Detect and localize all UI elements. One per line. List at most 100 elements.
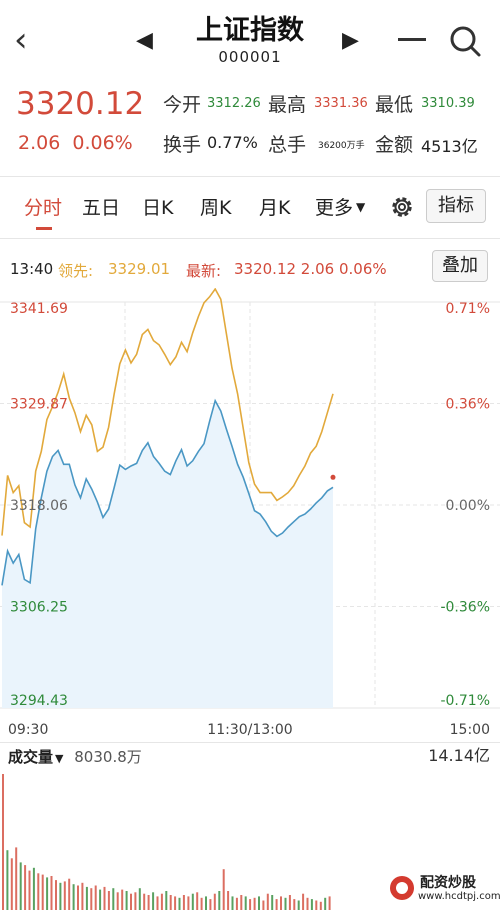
volume-bar (63, 881, 66, 910)
y-tick-label: 3318.06 (10, 498, 68, 514)
volume-bar (94, 885, 97, 910)
watermark-logo (390, 876, 414, 900)
volume-bar (218, 891, 221, 910)
y-tick-label: 3341.69 (10, 301, 68, 317)
volume-bar (249, 899, 252, 910)
active-tab-indicator (36, 227, 52, 230)
volume-bar (319, 901, 322, 910)
x-tick-label: 09:30 (8, 722, 48, 738)
gear-icon[interactable] (388, 193, 416, 221)
volume-bar (182, 895, 185, 910)
volume-bar (2, 774, 4, 910)
volume-bar (178, 897, 181, 910)
divider (0, 176, 500, 177)
volume-bar (275, 899, 278, 910)
price-line (1, 398, 334, 586)
volume-bar (103, 886, 106, 910)
volume-chart (2, 774, 331, 910)
pct-tick-label: -0.71% (440, 693, 490, 709)
chart-lines (1, 288, 336, 586)
y-tick-label: 3329.87 (10, 397, 68, 413)
volume-max: 14.14亿 (428, 746, 490, 765)
price-area (2, 400, 333, 708)
last-price: 3320.12 (16, 86, 145, 122)
turnover-value: 0.77% (207, 133, 258, 152)
volume-bar (297, 900, 300, 910)
open-label: 今开 (163, 94, 202, 116)
volume-bar (41, 874, 44, 910)
tab-more-label: 更多 (315, 197, 354, 219)
prev-stock-triangle-icon[interactable]: ◀ (136, 28, 153, 53)
volume-bar (284, 897, 287, 910)
pct-tick-label: 0.00% (446, 498, 490, 514)
high-value: 3331.36 (314, 96, 368, 111)
volume-bar (147, 895, 150, 910)
indicator-button[interactable]: 指标 (426, 189, 486, 223)
stock-code: 000001 (218, 48, 282, 66)
next-stock-triangle-icon[interactable]: ▶ (342, 28, 359, 53)
volume-title[interactable]: 成交量 ▼ 8030.8万 (8, 746, 142, 767)
volume-bar (156, 896, 159, 910)
header: ‹ ◀ 上证指数 000001 ▶ (0, 0, 500, 78)
intraday-chart[interactable]: 3341.69 3329.87 3318.06 3306.25 3294.43 0.71%… (0, 288, 500, 743)
caret-down-icon: ▼ (356, 200, 366, 214)
volume-value: 8030.8万 (74, 748, 142, 766)
stock-title: 上证指数 (196, 15, 304, 46)
volume-bar (315, 900, 318, 910)
volume-bar (121, 889, 124, 910)
volume-bar (258, 896, 260, 910)
tab-monthly-k[interactable]: 月K (259, 197, 291, 219)
latest-value: 3320.12 2.06 0.06% (234, 260, 387, 278)
volume-bar (130, 893, 132, 910)
y-tick-label: 3294.43 (10, 693, 68, 709)
volume-label: 成交量 (8, 748, 54, 766)
volume-bar (213, 893, 216, 910)
y-tick-label: 3306.25 (10, 600, 68, 616)
volume-bar (293, 899, 296, 910)
back-chevron-icon[interactable]: ‹ (14, 20, 28, 60)
volume-bar (288, 895, 291, 910)
volume-bar (222, 869, 225, 910)
volume-bar (253, 897, 256, 910)
pct-tick-label: 0.36% (446, 397, 490, 413)
volume-bar (169, 895, 172, 910)
low-label: 最低 (375, 94, 414, 116)
volume-bar (235, 897, 238, 910)
tab-more[interactable]: 更多 ▼ (315, 193, 365, 220)
open-value: 3312.26 (207, 96, 261, 111)
volume-bar (227, 891, 230, 910)
pct-tick-label: -0.36% (440, 600, 490, 616)
volume-bar (72, 884, 75, 910)
volume-bar (112, 888, 115, 910)
volume-bar (85, 886, 88, 910)
volume-bar (266, 893, 269, 910)
volume-bar (244, 896, 247, 910)
volume-bar (280, 896, 282, 910)
volume-bar (24, 865, 27, 910)
volume-bar (143, 893, 146, 910)
volume-bar (59, 882, 62, 910)
quote-panel: 3320.12 2.06 0.06% 今开 3312.26 最高 3331.36… (0, 82, 500, 164)
tab-weekly-k[interactable]: 周K (200, 197, 232, 219)
search-icon[interactable] (448, 24, 482, 58)
divider (0, 238, 500, 239)
info-time: 13:40 (10, 260, 54, 278)
watermark-url: www.hcdtpj.com (418, 891, 500, 902)
tab-intraday[interactable]: 分时 (24, 197, 63, 219)
volume-bar (187, 896, 190, 910)
minus-icon[interactable] (398, 38, 426, 41)
volume-bar (209, 899, 212, 910)
volume-bar (116, 892, 119, 910)
volume-bar (134, 892, 137, 910)
overlay-button[interactable]: 叠加 (432, 250, 488, 282)
tab-five-day[interactable]: 五日 (82, 197, 121, 219)
crosshair-info: 13:40 领先: 3329.01 最新: 3320.12 2.06 0.06%… (0, 250, 500, 282)
volume-bar (37, 873, 40, 910)
price-area-fill (2, 400, 333, 708)
volume-bar (310, 899, 313, 910)
tab-daily-k[interactable]: 日K (142, 197, 174, 219)
volume-bar (15, 847, 18, 910)
volume-bar (328, 896, 331, 910)
volume-bar (99, 889, 102, 910)
total-volume-label: 总手 (268, 134, 307, 156)
